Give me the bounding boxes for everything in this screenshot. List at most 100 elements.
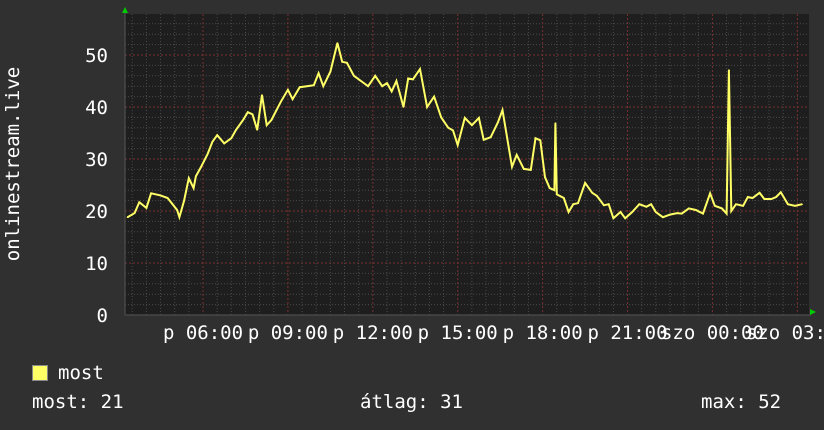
data-point: [216, 134, 218, 136]
data-point: [447, 127, 450, 129]
data-point: [126, 216, 129, 219]
data-point: [265, 124, 268, 126]
data-point: [655, 211, 657, 213]
data-point: [506, 137, 509, 139]
data-point: [780, 191, 782, 194]
legend-swatch-most: [32, 365, 48, 381]
y-tick-label: 10: [85, 253, 108, 275]
data-point: [709, 192, 711, 195]
data-point: [374, 75, 376, 77]
x-tick-label: p 12:00: [333, 322, 413, 344]
data-point: [402, 106, 405, 108]
data-point: [713, 205, 716, 207]
data-point: [688, 207, 690, 210]
data-point: [631, 211, 634, 213]
data-point: [138, 201, 141, 203]
data-point: [758, 192, 761, 194]
data-point: [261, 94, 263, 96]
data-point: [787, 203, 789, 206]
data-point: [150, 192, 152, 195]
data-point: [291, 98, 294, 100]
data-point: [230, 137, 233, 139]
data-point: [747, 196, 749, 198]
series-line-most: [126, 42, 803, 221]
y-tick-label: 0: [97, 305, 108, 327]
data-point: [584, 182, 586, 184]
x-tick-label: p 18:00: [503, 322, 583, 344]
data-point: [511, 166, 513, 168]
data-point: [577, 202, 579, 204]
average-value: átlag: 31: [360, 391, 463, 413]
data-point: [596, 195, 598, 197]
data-point: [669, 213, 671, 216]
data-point: [794, 205, 796, 207]
series-most: [126, 42, 803, 221]
x-tick-label: p 06:00: [163, 322, 243, 344]
x-tick-label: p 09:00: [248, 322, 328, 344]
data-point: [206, 153, 209, 155]
data-point: [176, 209, 178, 211]
data-point: [412, 78, 414, 81]
data-point: [452, 129, 454, 132]
data-point: [395, 80, 398, 82]
data-point: [591, 192, 593, 194]
data-point: [256, 129, 259, 131]
x-tick-label: p 15:00: [418, 322, 498, 344]
data-point: [305, 85, 308, 87]
data-point: [563, 197, 565, 199]
x-axis-ticks: p 06:00 p 09:00 p 12:00 p 15:00 p 18:00 p 21:…: [163, 322, 824, 344]
data-point: [235, 129, 237, 131]
data-point: [195, 175, 197, 177]
data-point: [386, 82, 388, 84]
max-value: max: 52: [701, 391, 782, 413]
data-point: [242, 119, 244, 121]
data-point: [183, 199, 185, 202]
data-point: [145, 207, 148, 209]
data-point: [419, 68, 421, 70]
data-point: [662, 216, 664, 219]
data-point: [572, 203, 575, 206]
current-value: most: 21: [32, 391, 124, 413]
data-point: [298, 86, 301, 89]
data-point: [730, 210, 733, 212]
data-point: [247, 111, 249, 113]
data-point: [456, 144, 459, 146]
y-axis-label: onlinestream.live: [2, 67, 24, 261]
data-point: [742, 205, 744, 207]
data-point: [728, 69, 730, 71]
y-tick-label: 30: [85, 149, 108, 171]
data-point: [223, 142, 226, 145]
legend: most: [32, 362, 104, 384]
data-point: [624, 217, 626, 220]
data-point: [322, 85, 325, 87]
data-point: [166, 197, 169, 199]
data-point: [695, 209, 697, 211]
data-point: [544, 176, 546, 178]
data-point: [650, 203, 652, 206]
x-tick-label: szo 03:00: [746, 322, 824, 344]
data-point: [751, 197, 754, 199]
data-point: [554, 122, 557, 124]
data-point: [735, 203, 737, 206]
x-axis-arrow-icon: [810, 309, 816, 315]
x-tick-label: p 21:00: [587, 322, 667, 344]
data-point: [341, 60, 343, 63]
data-point: [433, 95, 435, 98]
data-point: [426, 106, 428, 108]
y-tick-label: 40: [85, 97, 108, 119]
data-point: [367, 85, 369, 87]
data-point: [270, 119, 273, 121]
x-tick-label: szo 00:00: [661, 322, 764, 344]
data-point: [680, 212, 683, 215]
y-tick-label: 20: [85, 201, 108, 223]
data-point: [702, 212, 704, 215]
y-axis-arrow-icon: [122, 7, 128, 13]
data-point: [801, 203, 803, 206]
data-point: [407, 77, 409, 80]
data-point: [159, 194, 162, 197]
data-point: [329, 70, 332, 73]
data-point: [192, 187, 195, 189]
data-point: [530, 169, 532, 171]
data-point: [353, 75, 355, 77]
